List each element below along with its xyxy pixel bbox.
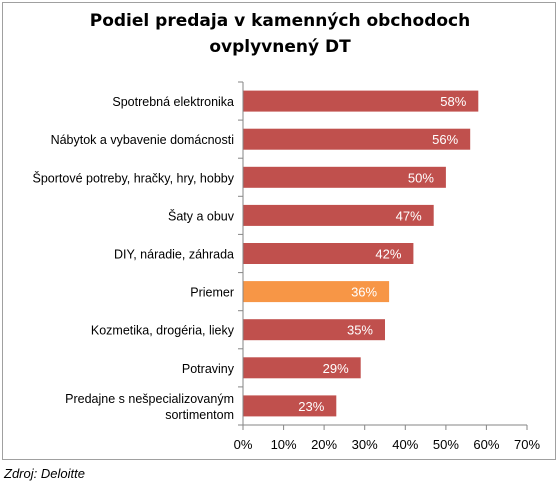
bar-9 <box>243 395 337 417</box>
bar-7 <box>243 319 385 341</box>
chart-frame <box>2 2 556 460</box>
bar-1 <box>243 90 479 112</box>
category-label-4: Šaty a obuv <box>168 208 235 223</box>
category-label-2: Nábytok a vybavenie domácnosti <box>51 133 234 147</box>
chart-title-line-1: Podiel predaja v kamenných obchodoch <box>89 11 471 31</box>
category-label-3: Športové potreby, hračky, hry, hobby <box>33 170 235 185</box>
bar-8 <box>243 357 361 379</box>
bar-4 <box>243 204 434 226</box>
data-label-8: 29% <box>323 361 349 376</box>
category-label-1: Spotrebná elektronika <box>112 95 234 109</box>
data-label-6: 36% <box>351 285 377 300</box>
x-tick-label-1: 0% <box>234 437 253 452</box>
chart-title: Podiel predaja v kamenných obchodoch ovp… <box>0 8 560 60</box>
bar-2 <box>243 128 471 150</box>
data-label-9: 23% <box>298 399 324 414</box>
x-tick-label-4: 30% <box>352 437 378 452</box>
category-label-5: DIY, náradie, záhrada <box>114 248 234 262</box>
data-label-7: 35% <box>347 323 373 338</box>
category-label-9-line-2: sortimentom <box>165 408 234 422</box>
chart-title-line-2: ovplyvnený DT <box>209 37 351 57</box>
bar-6 <box>243 281 390 303</box>
x-tick-label-2: 10% <box>271 437 297 452</box>
x-tick-label-3: 20% <box>311 437 337 452</box>
data-label-1: 58% <box>440 94 466 109</box>
category-label-7: Kozmetika, drogéria, lieky <box>91 324 235 338</box>
data-label-5: 42% <box>375 247 401 262</box>
category-label-9-line-1: Predajne s nešpecializovaným <box>65 392 234 406</box>
source-note: Zdroj: Deloitte <box>4 466 85 481</box>
x-tick-label-5: 40% <box>392 437 418 452</box>
x-tick-label-6: 50% <box>433 437 459 452</box>
bar-5 <box>243 243 414 264</box>
x-tick-label-7: 60% <box>473 437 499 452</box>
data-label-3: 50% <box>408 170 434 185</box>
category-label-8: Potraviny <box>182 362 235 376</box>
category-label-6: Priemer <box>190 286 234 300</box>
data-label-2: 56% <box>432 132 458 147</box>
data-label-4: 47% <box>396 208 422 223</box>
x-tick-label-8: 70% <box>514 437 540 452</box>
bar-3 <box>243 166 446 188</box>
